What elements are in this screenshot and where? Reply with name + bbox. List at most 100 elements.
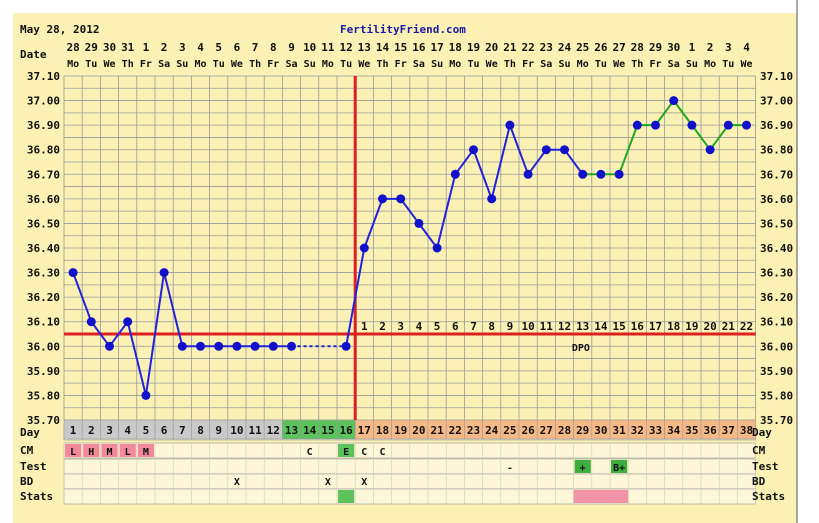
temp-point — [505, 120, 515, 130]
temp-segment — [672, 99, 693, 126]
date-label: 26 — [594, 41, 608, 54]
row-label-right-stats: Stats — [752, 490, 785, 503]
y-tick-label-right: 36.70 — [760, 168, 793, 181]
cycle-day-label: 3 — [106, 424, 113, 437]
dpo-label: 16 — [631, 320, 645, 333]
temp-segment — [527, 149, 548, 175]
weekday-label: Fr — [522, 59, 534, 70]
dpo-label: 20 — [703, 320, 716, 333]
cm-value: M — [143, 447, 149, 458]
date-label: 9 — [288, 41, 295, 54]
date-label: 6 — [234, 41, 241, 54]
temp-point — [105, 341, 114, 351]
dpo-label: 2 — [379, 320, 386, 333]
temp-point — [432, 243, 442, 253]
weekday-label: Su — [176, 59, 188, 70]
temp-point — [705, 145, 715, 155]
y-tick-label-left: 35.90 — [27, 365, 60, 378]
weekday-label: Sa — [540, 59, 552, 70]
weekday-label: Tu — [340, 59, 352, 70]
cm-value: H — [88, 447, 94, 458]
date-label: 16 — [412, 41, 426, 54]
temp-segment — [399, 198, 420, 225]
date-label: 2 — [161, 41, 168, 54]
chart-date: May 28, 2012 — [20, 23, 99, 36]
row-label-left-day: Day — [20, 426, 40, 439]
date-label: 4 — [743, 41, 750, 54]
dpo-label: 3 — [397, 320, 404, 333]
temp-segment — [363, 198, 384, 249]
temp-point — [669, 96, 679, 106]
dpo-label: 19 — [685, 320, 698, 333]
y-tick-label-left: 36.00 — [27, 340, 60, 353]
dpo-caption: DPO — [572, 343, 590, 354]
cycle-day-label: 8 — [197, 424, 204, 437]
cycle-day-label: 6 — [161, 424, 168, 437]
cm-value: L — [70, 447, 76, 458]
row-label-left-cm: CM — [20, 444, 34, 457]
weekday-label: Mo — [194, 59, 206, 70]
dpo-label: 9 — [507, 320, 514, 333]
y-tick-label-right: 36.30 — [760, 267, 793, 280]
temp-point — [632, 120, 642, 130]
temp-point — [560, 145, 569, 155]
date-label: 30 — [103, 41, 116, 54]
y-tick-label-left: 36.20 — [27, 291, 60, 304]
weekday-label: We — [486, 59, 498, 70]
cycle-day-label: 11 — [248, 424, 262, 437]
date-label: 28 — [631, 41, 644, 54]
cycle-day-label: 34 — [667, 424, 681, 437]
cm-value: E — [343, 447, 349, 458]
temp-point — [196, 341, 205, 351]
cycle-day-label: 35 — [685, 424, 698, 437]
temp-point — [177, 341, 187, 351]
row-label-left-test: Test — [20, 460, 47, 473]
row-label-left-stats: Stats — [20, 490, 53, 503]
y-tick-label-left: 36.30 — [27, 267, 60, 280]
temp-point — [742, 120, 751, 130]
cm-value: C — [307, 447, 313, 458]
date-label: 13 — [358, 41, 371, 54]
cycle-day-label: 37 — [722, 424, 735, 437]
y-tick-label-right: 37.00 — [760, 95, 793, 108]
dpo-label: 15 — [612, 320, 625, 333]
temp-point — [68, 268, 78, 278]
temp-segment — [508, 124, 530, 175]
date-label: 7 — [252, 41, 259, 54]
test-value: + — [580, 463, 586, 474]
temp-point — [214, 341, 224, 351]
temp-segment — [163, 272, 184, 347]
temp-point — [651, 120, 660, 130]
temp-segment — [90, 321, 111, 347]
cycle-day-label: 36 — [703, 424, 717, 437]
y-tick-label-right: 35.90 — [760, 365, 793, 378]
date-label: 12 — [339, 41, 352, 54]
temp-point — [268, 341, 278, 351]
cycle-day-label: 28 — [558, 424, 571, 437]
temp-segment — [490, 124, 511, 200]
y-tick-label-right: 36.50 — [760, 217, 793, 230]
weekday-label: Th — [122, 59, 134, 70]
cm-cell — [137, 444, 154, 457]
cycle-day-cell — [737, 419, 756, 440]
temp-segment — [654, 99, 675, 126]
weekday-label: Mo — [577, 59, 589, 70]
weekday-label: We — [231, 59, 243, 70]
date-label: 29 — [85, 41, 98, 54]
date-label: 3 — [725, 41, 732, 54]
test-cell — [611, 460, 628, 473]
cycle-day-label: 15 — [321, 424, 334, 437]
date-label: 23 — [540, 41, 553, 54]
cycle-day-label: 33 — [649, 424, 662, 437]
row-label-right-day: Day — [752, 426, 772, 439]
temp-point — [687, 120, 697, 130]
weekday-label: Fr — [140, 59, 152, 70]
cycle-day-label: 10 — [230, 424, 243, 437]
cycle-day-label: 25 — [503, 424, 516, 437]
weekday-label: Th — [631, 59, 643, 70]
weekday-label: Tu — [85, 59, 97, 70]
date-label: 14 — [376, 41, 390, 54]
temp-point — [86, 317, 96, 327]
temp-segment — [563, 149, 584, 175]
date-label: 3 — [179, 41, 186, 54]
